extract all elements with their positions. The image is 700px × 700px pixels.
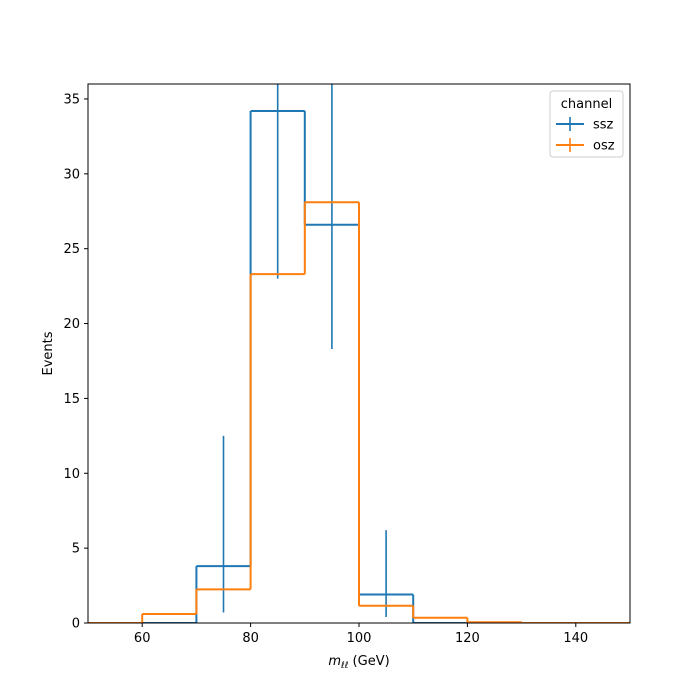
- x-tick-label-3: 120: [455, 631, 480, 646]
- y-tick-label-6: 30: [63, 167, 80, 182]
- x-tick-label-2: 100: [347, 631, 372, 646]
- y-tick-label-1: 5: [72, 542, 80, 557]
- series-osz: [88, 201, 630, 623]
- plot-area: [88, 84, 630, 623]
- legend-label-osz: osz: [593, 139, 615, 154]
- legend-box: [549, 90, 624, 158]
- y-axis-label: Events: [41, 331, 56, 375]
- axes: 60 80 100 120 140 0 5 10 15 20 25 30 35 mℓℓ (GeV) Even…: [41, 83, 631, 671]
- legend-title: channel: [561, 97, 612, 112]
- x-tick-label-4: 140: [563, 631, 588, 646]
- legend: channel ssz osz: [549, 90, 624, 158]
- x-axis-label-unit: (GeV): [348, 654, 389, 669]
- x-tick-label-0: 60: [134, 631, 151, 646]
- x-tick-label-1: 80: [242, 631, 259, 646]
- x-axis-label-sub: ℓℓ: [340, 661, 348, 671]
- x-axis-label-main: m: [328, 654, 341, 669]
- x-axis-label: mℓℓ (GeV): [328, 654, 389, 671]
- y-tick-label-0: 0: [72, 617, 80, 632]
- y-tick-label-3: 15: [63, 392, 80, 407]
- y-tick-label-7: 35: [63, 92, 80, 107]
- legend-label-ssz: ssz: [593, 118, 614, 133]
- y-tick-label-2: 10: [63, 467, 80, 482]
- y-tick-label-4: 20: [63, 317, 80, 332]
- y-tick-label-5: 25: [63, 242, 80, 257]
